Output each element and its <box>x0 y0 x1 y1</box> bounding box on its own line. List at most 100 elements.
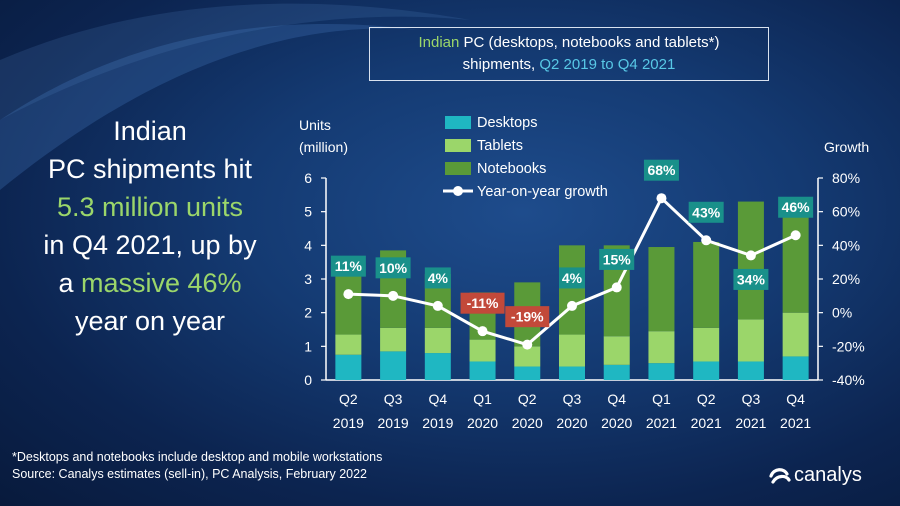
headline-line: PC shipments hit <box>47 154 253 184</box>
title-line-2: shipments, Q2 2019 to Q4 2021 <box>370 54 768 76</box>
growth-label-box <box>505 306 550 328</box>
growth-label-box <box>643 159 679 181</box>
bar-tablets <box>693 327 720 362</box>
x-tick-label: 2019 <box>378 415 409 431</box>
y2-tick-label: 80% <box>832 170 860 186</box>
growth-data-label: 34% <box>737 271 766 287</box>
y2-tick-label: 60% <box>832 204 860 220</box>
legend-swatch-desktops <box>445 116 471 129</box>
x-tick-label: 2019 <box>333 415 364 431</box>
bar-tablets <box>559 334 585 367</box>
bar-notebooks <box>559 245 585 335</box>
bar-desktops <box>424 353 451 380</box>
y-tick-label: 0 <box>304 372 312 388</box>
growth-data-label: 11% <box>335 258 363 274</box>
y-tick-label: 6 <box>304 170 312 186</box>
x-tick-label: 2020 <box>512 415 543 431</box>
growth-data-label: 4% <box>428 270 449 286</box>
y-tick-label: 4 <box>304 237 312 253</box>
x-tick-label: Q2 <box>697 391 716 407</box>
headline-line: a massive 46% <box>0 264 300 302</box>
growth-label-box <box>424 267 451 289</box>
growth-point <box>745 250 756 261</box>
title-text: shipments, <box>462 56 540 73</box>
growth-data-label: -19% <box>511 309 544 325</box>
bar-notebooks <box>782 201 809 313</box>
title-country: Indian <box>418 34 460 51</box>
growth-label-box <box>733 268 769 290</box>
growth-data-label: 68% <box>647 162 676 178</box>
growth-label-box <box>460 292 505 314</box>
growth-point <box>388 290 399 301</box>
headline-text: a <box>58 268 81 298</box>
x-tick-label: 2021 <box>735 415 766 431</box>
bar-desktops <box>469 361 496 380</box>
growth-label-box <box>375 257 411 279</box>
headline-line: in Q4 2021, up by <box>43 230 257 260</box>
x-tick-label: Q3 <box>742 391 761 407</box>
legend-swatch-growth-point <box>453 186 463 196</box>
bar-notebooks <box>737 201 764 320</box>
x-tick-label: Q2 <box>339 391 358 407</box>
bar-tablets <box>648 331 675 364</box>
headline-highlight: massive 46% <box>80 268 242 298</box>
bar-desktops <box>648 363 675 380</box>
legend-label: Notebooks <box>477 161 546 177</box>
x-tick-label: Q4 <box>786 391 805 407</box>
title-text: PC (desktops, notebooks and tablets*) <box>459 34 720 51</box>
growth-data-label: 10% <box>379 260 408 276</box>
growth-data-label: 43% <box>692 204 721 220</box>
x-tick-label: Q3 <box>384 391 403 407</box>
y-axis-label: (million) <box>299 139 348 155</box>
footnote-note: *Desktops and notebooks include desktop … <box>12 450 383 464</box>
canalys-logo: canalys <box>769 464 862 486</box>
bar-tablets <box>737 319 764 362</box>
legend-label: Year-on-year growth <box>477 184 608 200</box>
x-tick-label: 2020 <box>556 415 587 431</box>
growth-point <box>432 300 443 311</box>
x-tick-label: 2020 <box>467 415 498 431</box>
headline-line: Indian <box>113 116 187 146</box>
headline-highlight: 5.3 million units <box>56 192 244 222</box>
x-tick-label: 2021 <box>646 415 677 431</box>
y-tick-label: 3 <box>304 271 312 287</box>
bar-desktops <box>380 351 407 380</box>
bar-desktops <box>737 361 764 380</box>
legend-label: Tablets <box>477 138 523 154</box>
growth-point <box>701 235 712 246</box>
bar-tablets <box>603 336 630 365</box>
growth-label-box <box>559 267 585 289</box>
growth-point <box>790 230 801 241</box>
y-axis-label: Units <box>299 117 331 133</box>
x-tick-label: 2021 <box>780 415 811 431</box>
x-tick-label: 2020 <box>601 415 632 431</box>
bar-desktops <box>559 366 585 380</box>
chart-title: Indian PC (desktops, notebooks and table… <box>369 27 769 81</box>
growth-data-label: 46% <box>782 199 811 215</box>
growth-data-label: -11% <box>467 295 499 311</box>
bar-tablets <box>514 346 541 367</box>
x-tick-label: Q4 <box>607 391 626 407</box>
x-tick-label: Q2 <box>518 391 537 407</box>
canalys-logo-icon <box>769 468 791 484</box>
bar-notebooks <box>648 247 675 332</box>
bar-desktops <box>335 354 362 380</box>
legend-swatch-tablets <box>445 139 471 152</box>
growth-label-box <box>778 196 814 218</box>
y2-tick-label: 0% <box>832 305 852 321</box>
y2-axis-label: Growth <box>824 139 869 155</box>
headline-line: year on year <box>74 306 226 336</box>
canalys-logo-text: canalys <box>794 464 862 486</box>
y-tick-label: 5 <box>304 204 312 220</box>
footnote-source: Source: Canalys estimates (sell-in), PC … <box>12 467 368 481</box>
y-tick-label: 2 <box>304 305 312 321</box>
bar-desktops <box>782 356 809 380</box>
growth-point <box>656 193 667 204</box>
y2-tick-label: -20% <box>832 338 865 354</box>
growth-label-box <box>688 201 724 223</box>
x-tick-label: Q3 <box>563 391 582 407</box>
bar-tablets <box>424 327 451 354</box>
